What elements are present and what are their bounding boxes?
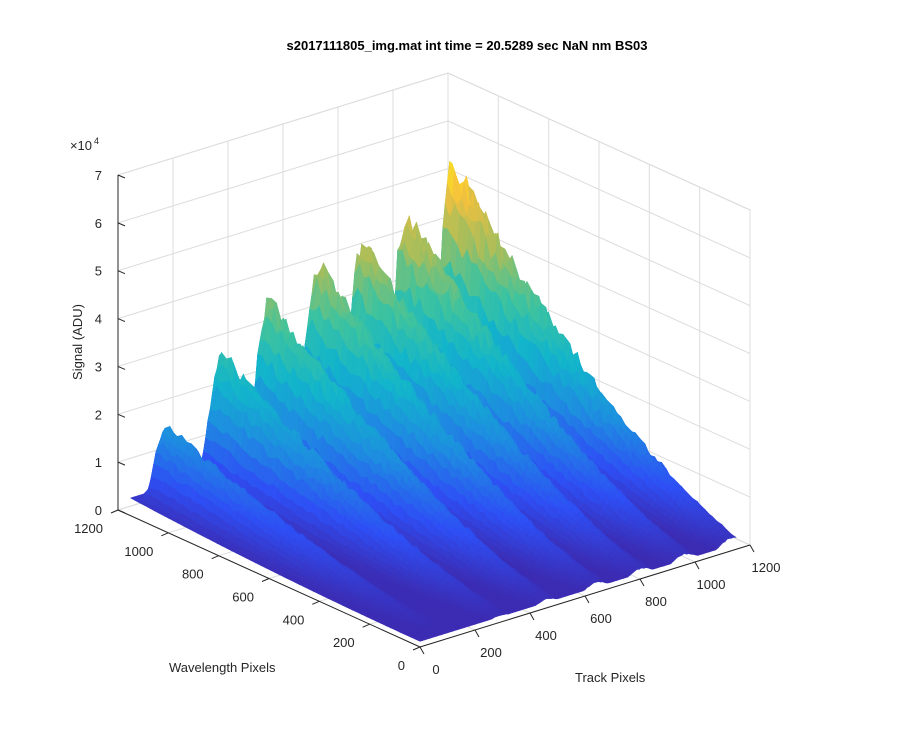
surface-layer bbox=[129, 160, 737, 642]
z-grid-line-5 bbox=[117, 168, 751, 307]
z-grid-line-6 bbox=[117, 120, 751, 259]
z-grid-line-7 bbox=[117, 72, 751, 211]
